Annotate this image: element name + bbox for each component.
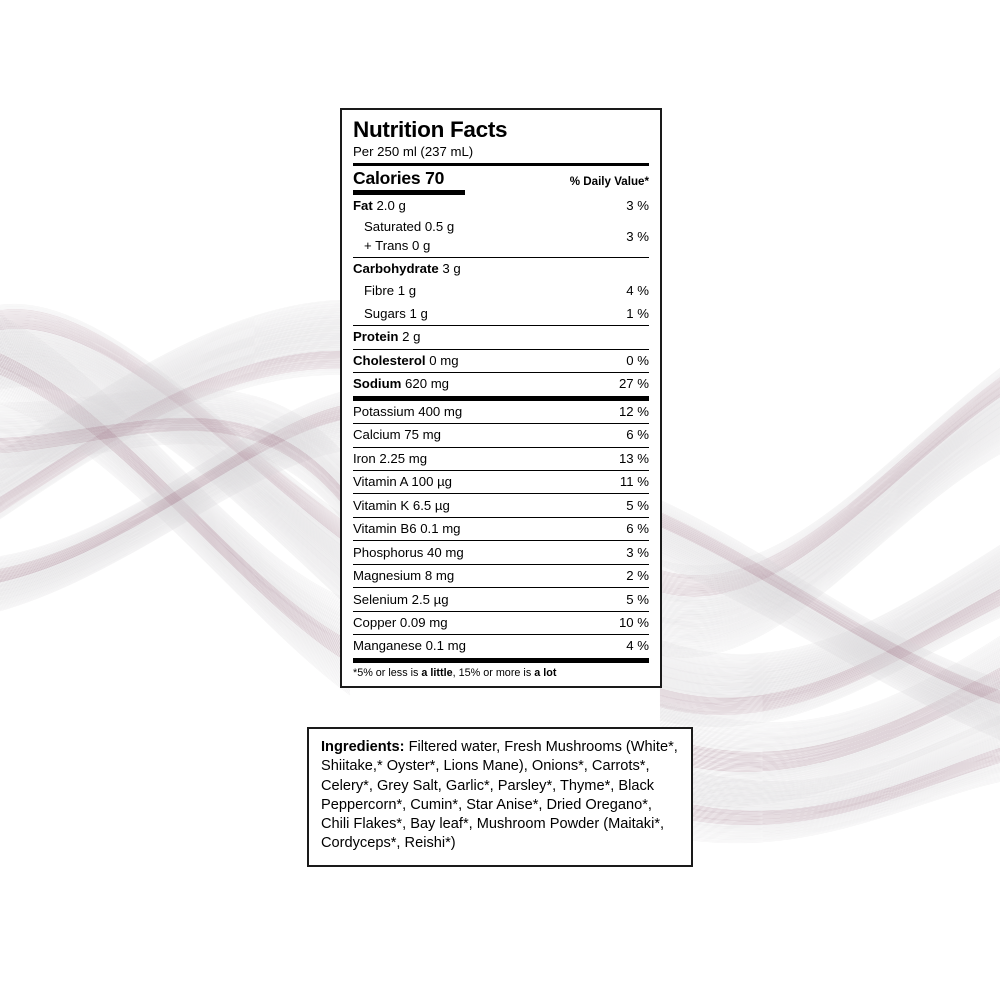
table-row-magnesium: Magnesium 8 mg 2 % <box>353 565 649 587</box>
divider-row <box>353 540 649 542</box>
divider-row <box>353 469 649 471</box>
nutrient-name-sugars: Sugars 1 g <box>364 305 428 321</box>
nutrient-name-potassium: Potassium 400 mg <box>353 403 463 419</box>
calories-row: Calories 70 % Daily Value* <box>353 166 649 190</box>
serving-size: Per 250 ml (237 mL) <box>353 143 474 159</box>
table-row-cholesterol: Cholesterol 0 mg 0 % <box>353 350 649 372</box>
daily-value-sugars: 1 % <box>626 305 649 321</box>
daily-value-potassium: 12 % <box>618 403 649 419</box>
calories-label: Calories 70 <box>353 167 445 188</box>
table-row-calcium: Calcium 75 mg 6 % <box>353 424 649 446</box>
nutrient-name-vitamin-b6: Vitamin B6 0.1 mg <box>353 521 461 537</box>
divider-row <box>353 610 649 612</box>
daily-value-fibre: 4 % <box>626 283 649 299</box>
table-row-vitamin-k: Vitamin K 6.5 µg 5 % <box>353 494 649 516</box>
nutrient-name-protein: Protein 2 g <box>353 329 421 345</box>
daily-value-header: % Daily Value* <box>569 174 649 188</box>
divider-after-fat <box>353 256 649 258</box>
daily-value-vitamin-k: 5 % <box>626 497 649 513</box>
table-row-saturated-trans: Saturated 0.5 g + Trans 0 g 3 % <box>353 217 649 256</box>
nutrient-name-manganese: Manganese 0.1 mg <box>353 638 466 654</box>
divider-thick-top <box>353 163 649 166</box>
table-row-phosphorus: Phosphorus 40 mg 3 % <box>353 541 649 563</box>
daily-value-fat: 3 % <box>626 198 649 214</box>
nutrient-name-calcium: Calcium 75 mg <box>353 427 441 443</box>
table-row-vitamin-b6: Vitamin B6 0.1 mg 6 % <box>353 518 649 540</box>
divider-after-protein <box>353 348 649 350</box>
daily-value-trans: 3 % <box>626 229 649 245</box>
daily-value-vitamin-b6: 6 % <box>626 521 649 537</box>
daily-value-magnesium: 2 % <box>626 568 649 584</box>
table-row-sugars: Sugars 1 g 1 % <box>353 303 649 325</box>
divider-row <box>353 493 649 495</box>
nutrient-name-iron: Iron 2.25 mg <box>353 450 428 466</box>
daily-value-selenium: 5 % <box>626 591 649 607</box>
table-row-manganese: Manganese 0.1 mg 4 % <box>353 635 649 657</box>
table-row-selenium: Selenium 2.5 µg 5 % <box>353 588 649 610</box>
daily-value-calcium: 6 % <box>626 427 649 443</box>
divider-after-carbohydrate <box>353 325 649 327</box>
nutrient-name-cholesterol: Cholesterol 0 mg <box>353 352 459 368</box>
daily-value-vitamin-a: 11 % <box>619 474 649 490</box>
nutrient-name-trans: + Trans 0 g <box>364 237 431 253</box>
nutrient-name-vitamin-k: Vitamin K 6.5 µg <box>353 497 450 513</box>
divider-row <box>353 634 649 636</box>
nutrient-name-sodium: Sodium 620 mg <box>353 376 450 392</box>
ingredients-list: Filtered water, Fresh Mushrooms (White*,… <box>321 739 678 852</box>
nutrient-name-fat: Fat 2.0 g <box>353 198 406 214</box>
nutrition-facts-panel: Nutrition Facts Per 250 ml (237 mL) Calo… <box>340 108 662 688</box>
divider-calories <box>353 189 466 195</box>
table-row-protein: Protein 2 g <box>353 326 649 348</box>
divider-row <box>353 563 649 565</box>
daily-value-sodium: 27 % <box>618 376 649 392</box>
daily-value-iron: 13 % <box>618 450 649 466</box>
table-row-fibre: Fibre 1 g 4 % <box>353 280 649 302</box>
divider-thick-minerals <box>353 395 649 401</box>
divider-row <box>353 423 649 425</box>
daily-value-phosphorus: 3 % <box>626 544 649 560</box>
daily-value-cholesterol: 0 % <box>626 352 649 368</box>
table-row-sodium: Sodium 620 mg 27 % <box>353 373 649 395</box>
daily-value-copper: 10 % <box>618 614 649 630</box>
page-title: Nutrition Facts <box>353 117 508 142</box>
right-ribbon-wave <box>659 367 1000 844</box>
ingredients-text: Ingredients: Filtered water, Fresh Mushr… <box>321 738 679 854</box>
table-row-copper: Copper 0.09 mg 10 % <box>353 612 649 634</box>
table-row-iron: Iron 2.25 mg 13 % <box>353 448 649 470</box>
divider-after-cholesterol <box>353 372 649 374</box>
divider-row <box>353 587 649 589</box>
ingredients-panel: Ingredients: Filtered water, Fresh Mushr… <box>307 727 693 867</box>
nutrient-name-selenium: Selenium 2.5 µg <box>353 591 449 607</box>
left-ribbon-wave <box>0 299 351 696</box>
divider-row <box>353 516 649 518</box>
table-row-potassium: Potassium 400 mg 12 % <box>353 401 649 423</box>
nutrient-name-vitamin-a: Vitamin A 100 µg <box>353 474 453 490</box>
table-row-vitamin-a: Vitamin A 100 µg 11 % <box>353 471 649 493</box>
daily-value-footnote: *5% or less is a little, 15% or more is … <box>353 666 557 679</box>
divider-thick-footnote <box>353 657 649 663</box>
nutrient-name-magnesium: Magnesium 8 mg <box>353 568 455 584</box>
nutrient-name-saturated: Saturated 0.5 g <box>364 219 455 235</box>
divider-row <box>353 446 649 448</box>
nutrient-name-copper: Copper 0.09 mg <box>353 614 448 630</box>
daily-value-manganese: 4 % <box>626 638 649 654</box>
nutrient-name-carbohydrate: Carbohydrate 3 g <box>353 260 461 276</box>
nutrient-name-phosphorus: Phosphorus 40 mg <box>353 544 464 560</box>
table-row-fat: Fat 2.0 g 3 % <box>353 195 649 217</box>
nutrient-name-fibre: Fibre 1 g <box>364 283 417 299</box>
ingredients-header: Ingredients: <box>321 739 405 755</box>
table-row-carbohydrate: Carbohydrate 3 g <box>353 258 649 280</box>
